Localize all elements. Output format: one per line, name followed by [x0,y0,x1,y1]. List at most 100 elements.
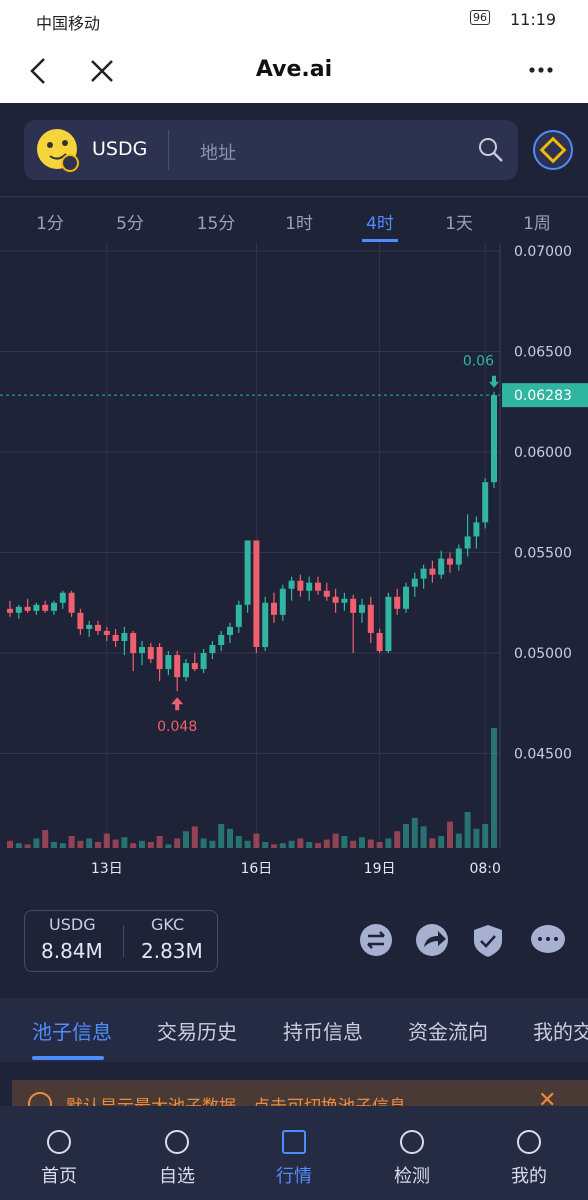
volume-bar [103,833,110,848]
candle-body [464,536,471,549]
candle-body [121,632,128,641]
volume-bar [367,839,374,848]
token-a: USDG [49,915,96,934]
y-tick-label: 0.05000 [514,646,572,662]
volume-bar [447,821,453,848]
candle-body [218,634,225,645]
interval-tab[interactable]: 5分 [116,214,144,234]
candle-body [235,604,242,627]
volume-bar [271,844,277,848]
search-bar[interactable]: USDG 地址 [24,120,518,180]
active-underline [362,239,398,242]
candle-body [191,663,198,670]
candle-body [165,655,172,670]
candle-body [227,626,233,635]
interval-tab[interactable]: 4时 [366,214,394,234]
action-icons[interactable] [358,922,570,960]
volume-bar [359,837,365,848]
info-tab[interactable]: 交易历史 [157,1020,237,1044]
nav-label[interactable]: 首页 [41,1166,77,1187]
nav-icon [517,1130,541,1154]
volume-bar [147,842,154,848]
amount-b: 2.83M [141,939,203,963]
candle-body [447,558,453,565]
volume-bar [24,844,31,848]
last-price-label: 0.06283 [514,388,572,404]
volume-bar [86,838,93,848]
low-arrow [171,697,184,711]
chain-icon[interactable] [532,129,574,171]
candle-body [482,482,489,523]
candle-body [139,647,145,654]
volume-bar [262,842,269,848]
volume-bar [332,833,339,848]
info-tab[interactable]: 持币信息 [283,1020,363,1044]
candle-body [279,588,286,615]
interval-tab[interactable]: 1时 [285,214,313,234]
interval-tab[interactable]: 1分 [36,214,64,234]
candle-body [103,630,110,635]
candle-body [33,604,40,611]
candle-body [24,606,31,611]
interval-tab[interactable]: 1周 [523,214,551,234]
candle-body [130,632,137,654]
x-tick-label: 08:0 [469,861,500,877]
nav-label[interactable]: 检测 [394,1166,430,1187]
volume-bar [253,833,260,848]
volume-bar [165,844,172,848]
volume-bar [491,728,497,848]
candle-body [271,602,277,615]
candle-body [42,604,49,611]
candle-body [15,606,22,613]
volume-bar [42,830,49,848]
volume-bar [200,838,207,848]
interval-tab[interactable]: 1天 [445,214,473,234]
volume-bar [297,838,304,848]
candle-body [350,598,357,613]
candle-body [359,604,365,613]
volume-bar [227,828,233,848]
candle-body [86,624,93,629]
candle-body [367,604,374,633]
page-title: Ave.ai [255,57,333,82]
volume-bar [218,824,225,848]
bottom-nav: 首页 自选 行情 检测 我的 [0,1106,588,1200]
nav-label[interactable]: 行情 [276,1166,312,1187]
volume-bar [112,839,119,848]
interval-tab[interactable]: 15分 [196,214,236,234]
candle-body [438,558,445,575]
volume-bar [95,842,101,848]
info-tab[interactable]: 池子信息 [32,1020,112,1044]
candle-body [429,568,436,575]
volume-bar [235,836,242,848]
volume-bar [315,843,321,848]
volume-bar [403,824,409,848]
volume-bar [306,842,313,848]
candle-body [156,647,163,670]
candle-body [253,540,260,648]
nav-icons[interactable] [26,56,126,86]
header: Ave.ai [0,40,588,103]
candle-body [7,608,13,613]
nav-label[interactable]: 我的 [511,1166,547,1187]
volume-bar [438,836,445,848]
volume-bar [59,843,66,848]
info-tab[interactable]: 资金流向 [408,1020,488,1044]
volume-bar [411,818,418,848]
volume-bar [455,833,462,848]
volume-bar [130,843,137,848]
high-arrow [489,375,499,388]
candle-body [306,582,313,591]
info-tab[interactable]: 我的交 [533,1020,588,1044]
volume-bar [464,812,471,848]
token-name: USDG [92,138,148,160]
search-icon[interactable] [478,137,504,163]
volume-bar [156,836,163,848]
more-button[interactable] [528,66,554,74]
candle-body [420,568,427,579]
token-b: GKC [151,915,185,934]
nav-label[interactable]: 自选 [159,1166,195,1187]
x-tick-label: 13日 [91,861,123,877]
candle-body [147,647,154,660]
